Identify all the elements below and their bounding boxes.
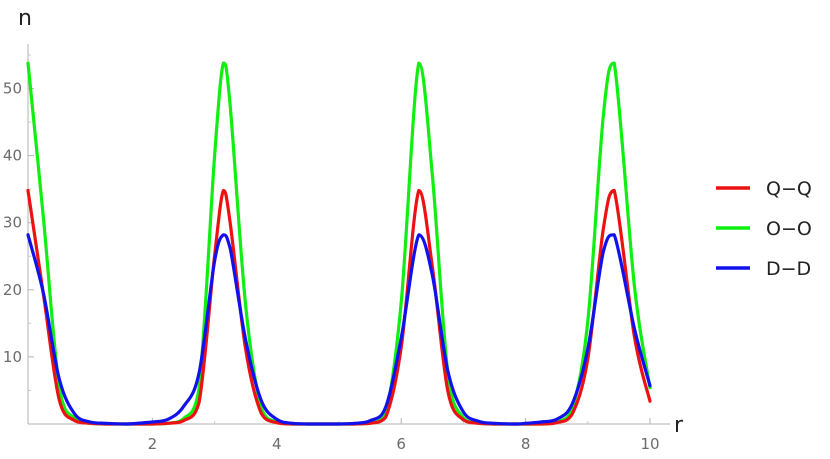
legend-item-2: O−O: [716, 218, 812, 240]
legend: Q−Q O−O D−D: [716, 178, 812, 280]
series-line-3: [26, 233, 652, 426]
legend-label-3: D−D: [766, 258, 811, 280]
plot-area: [26, 61, 652, 426]
x-tick-label: 6: [396, 435, 406, 453]
y-tick-label: 10: [3, 348, 22, 366]
legend-item-1: Q−Q: [716, 178, 812, 200]
y-axis-title: n: [18, 6, 32, 31]
y-tick-label: 50: [3, 80, 22, 98]
legend-item-3: D−D: [716, 258, 811, 280]
y-tick-label: 30: [3, 214, 22, 232]
x-tick-label: 2: [148, 435, 158, 453]
axes: 2 4 6 8 10 10 20 30 40 50: [3, 44, 670, 453]
series-line-1: [26, 188, 652, 426]
y-tick-label: 40: [3, 147, 22, 165]
x-axis-title: r: [674, 413, 684, 438]
y-tick-label: 20: [3, 281, 22, 299]
legend-label-1: Q−Q: [766, 178, 812, 200]
x-tick-label: 4: [272, 435, 282, 453]
series-line-2: [26, 61, 652, 426]
legend-label-2: O−O: [766, 218, 812, 240]
x-tick-label: 10: [640, 435, 659, 453]
x-tick-label: 8: [521, 435, 531, 453]
